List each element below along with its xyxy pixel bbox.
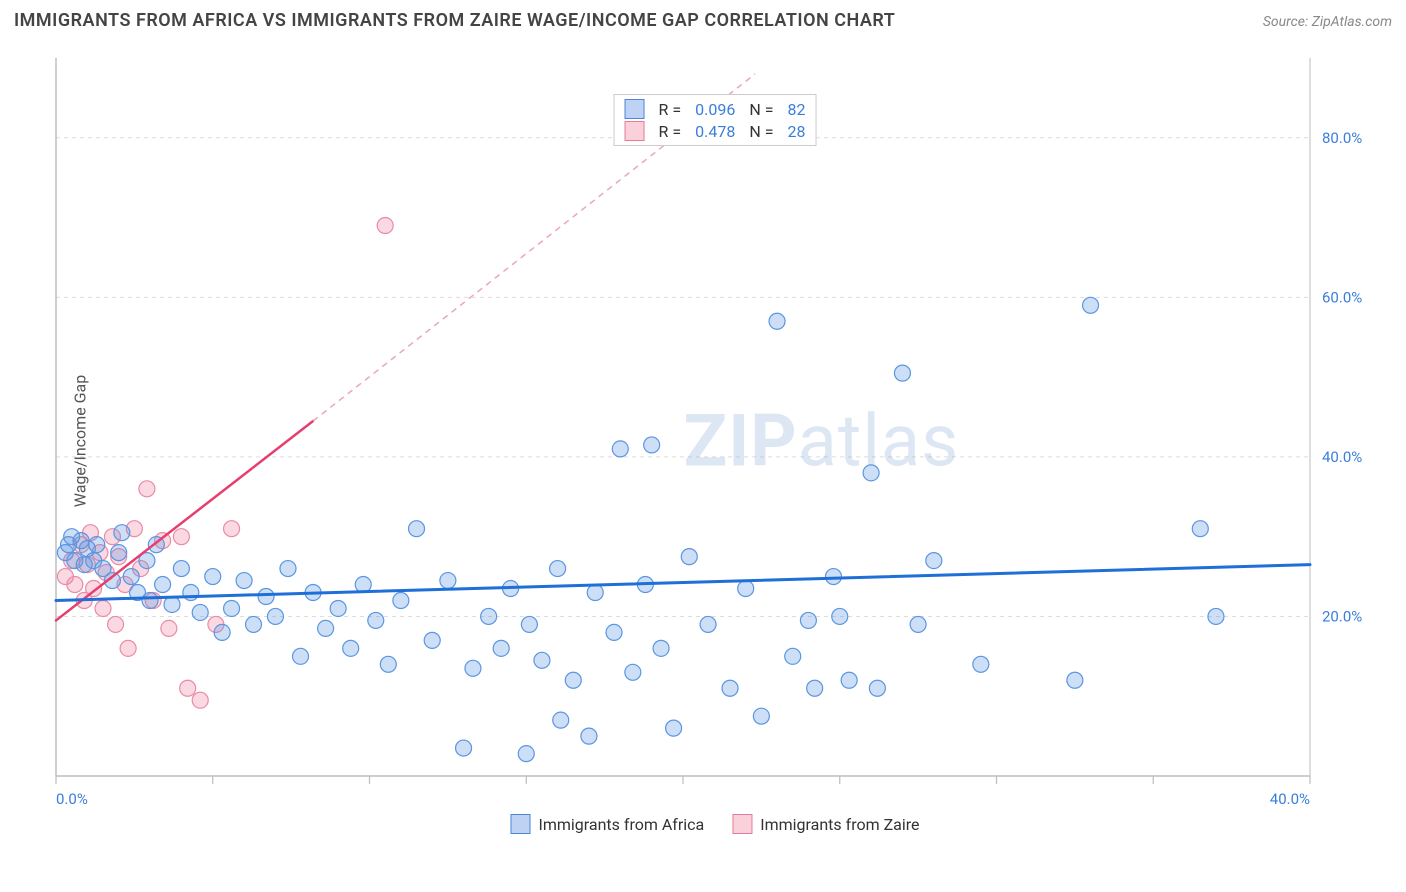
header: IMMIGRANTS FROM AFRICA VS IMMIGRANTS FRO… [14, 10, 1392, 31]
r-value: 0.478 [695, 122, 735, 141]
svg-text:60.0%: 60.0% [1322, 288, 1362, 306]
legend-item: Immigrants from Zaire [732, 814, 919, 834]
legend-top: R = 0.096 N = 82 R = 0.478 N = 28 [614, 94, 817, 146]
scatter-plot-svg: 0.0% 40.0% 20.0% 40.0% 60.0% 80.0% [50, 46, 1380, 836]
r-value: 0.096 [695, 100, 735, 119]
r-label: R = [659, 100, 682, 119]
chart-title: IMMIGRANTS FROM AFRICA VS IMMIGRANTS FRO… [14, 10, 895, 31]
blue-swatch-icon [625, 99, 645, 119]
n-value: 82 [787, 100, 805, 119]
svg-text:20.0%: 20.0% [1322, 607, 1362, 625]
pink-swatch-icon [732, 814, 752, 834]
legend-label: Immigrants from Zaire [760, 815, 919, 834]
n-label: N = [749, 122, 773, 141]
r-label: R = [659, 122, 682, 141]
svg-text:40.0%: 40.0% [1270, 790, 1310, 808]
n-value: 28 [787, 122, 805, 141]
pink-swatch-icon [625, 121, 645, 141]
blue-swatch-icon [510, 814, 530, 834]
source-link[interactable]: ZipAtlas.com [1312, 14, 1392, 30]
legend-label: Immigrants from Africa [538, 815, 704, 834]
source-prefix: Source: [1263, 14, 1312, 30]
legend-bottom: Immigrants from Africa Immigrants from Za… [510, 814, 919, 834]
source-attribution: Source: ZipAtlas.com [1263, 14, 1392, 30]
svg-text:0.0%: 0.0% [56, 790, 88, 808]
plot-area: Wage/Income Gap 0.0% 40.0% 20.0% 40.0% 60.0%… [50, 46, 1380, 836]
svg-text:80.0%: 80.0% [1322, 129, 1362, 147]
svg-text:40.0%: 40.0% [1322, 448, 1362, 466]
legend-item: Immigrants from Africa [510, 814, 704, 834]
n-label: N = [749, 100, 773, 119]
y-axis-label: Wage/Income Gap [71, 375, 90, 507]
